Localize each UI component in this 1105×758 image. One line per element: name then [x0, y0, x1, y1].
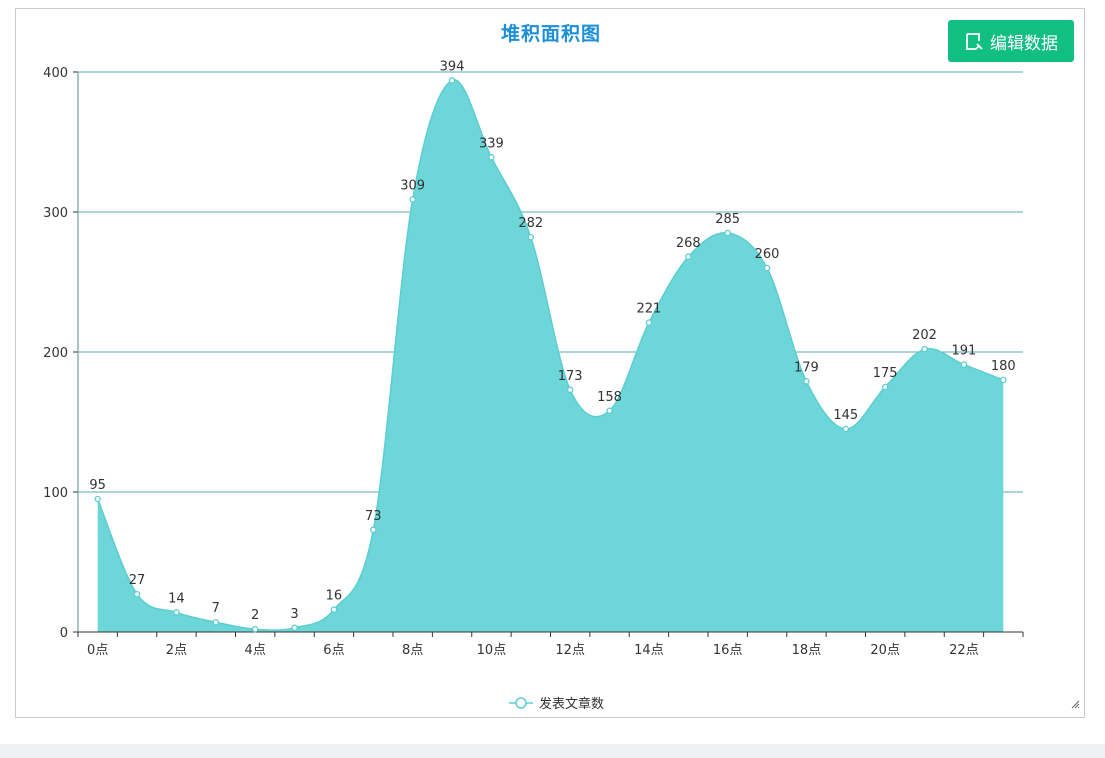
- data-point: [960, 361, 968, 368]
- resize-handle[interactable]: [1070, 694, 1080, 713]
- y-tick-label: 0: [60, 626, 68, 641]
- data-points: 95 27 14 7 2 3 16 73 309 394 339 282 173 158 221 268 285…: [89, 59, 1016, 633]
- x-tick-label: 8点: [402, 643, 423, 658]
- data-label: 27: [129, 573, 146, 588]
- data-label: 180: [991, 359, 1016, 374]
- chart-panel: 堆积面积图 编辑数据 0 100 200 300 400 0点 2点 4点 6点 8点 10点 12点…: [15, 8, 1085, 718]
- data-point: [842, 425, 850, 433]
- data-point: [527, 233, 535, 241]
- area-layer: [96, 79, 1004, 633]
- data-label: 175: [873, 366, 898, 381]
- series-area: [97, 79, 1004, 633]
- x-tick-label: 10点: [477, 643, 507, 658]
- data-label: 191: [952, 344, 977, 359]
- data-label: 285: [715, 212, 740, 227]
- data-point: [173, 609, 180, 616]
- data-label: 309: [400, 178, 425, 193]
- x-tick-label: 14点: [634, 643, 664, 658]
- data-label: 145: [833, 408, 858, 423]
- legend-label: 发表文章数: [539, 696, 604, 712]
- data-label: 3: [290, 607, 298, 622]
- data-point: [370, 526, 377, 534]
- footer-bar: [0, 744, 1105, 758]
- data-point: [330, 606, 338, 613]
- y-tick-label: 100: [43, 486, 68, 501]
- axes: 0 100 200 300 400 0点 2点 4点 6点 8点 10点 12点 14点 16点 18点 20…: [43, 66, 1024, 658]
- x-tick-label: 6点: [323, 643, 344, 658]
- data-point: [566, 386, 574, 394]
- data-point: [251, 625, 259, 633]
- data-label: 158: [597, 390, 622, 405]
- data-point: [212, 618, 220, 626]
- data-label: 202: [912, 328, 937, 343]
- data-point: [803, 378, 810, 385]
- x-tick-label: 22点: [949, 643, 979, 658]
- data-label: 95: [89, 478, 106, 493]
- data-label: 179: [794, 360, 819, 375]
- data-point: [645, 319, 653, 326]
- chart-svg: 0 100 200 300 400 0点 2点 4点 6点 8点 10点 12点 14点 16点 18点 20…: [43, 59, 1024, 712]
- edit-icon: [964, 31, 984, 51]
- data-label: 7: [212, 601, 220, 616]
- x-tick-label: 20点: [870, 643, 900, 658]
- data-point: [291, 624, 298, 632]
- data-label: 73: [365, 509, 382, 524]
- data-label: 16: [326, 589, 343, 604]
- data-point: [724, 229, 731, 237]
- data-point: [606, 407, 613, 415]
- x-tick-label: 0点: [87, 643, 108, 658]
- x-tick-label: 16点: [713, 643, 743, 658]
- data-point: [763, 264, 771, 272]
- data-label: 260: [755, 247, 780, 262]
- data-point: [488, 154, 495, 161]
- data-point: [448, 77, 456, 84]
- data-label: 2: [251, 608, 259, 623]
- data-label: 173: [558, 369, 583, 384]
- data-point: [409, 196, 416, 203]
- data-label: 14: [168, 591, 185, 606]
- legend-marker: [515, 697, 527, 709]
- data-label: 282: [518, 216, 543, 231]
- y-tick-label: 400: [43, 66, 68, 81]
- data-label: 394: [440, 59, 465, 74]
- x-tick-label: 18点: [792, 643, 822, 658]
- x-tick-label: 2点: [166, 643, 187, 658]
- edit-data-label: 编辑数据: [990, 33, 1058, 54]
- y-tick-label: 300: [43, 206, 68, 221]
- legend[interactable]: 发表文章数: [509, 696, 604, 712]
- data-label: 268: [676, 236, 701, 251]
- data-point: [921, 345, 928, 353]
- chart-title: 堆积面积图: [500, 23, 601, 45]
- data-point: [881, 383, 889, 391]
- data-label: 221: [637, 302, 662, 317]
- data-point: [94, 495, 101, 503]
- x-tick-label: 4点: [245, 643, 266, 658]
- data-label: 339: [479, 136, 504, 151]
- edit-data-button[interactable]: 编辑数据: [948, 20, 1074, 62]
- data-point: [685, 253, 692, 261]
- y-tick-label: 200: [43, 346, 68, 361]
- data-point: [133, 590, 141, 598]
- x-tick-label: 12点: [555, 643, 585, 658]
- data-point: [1000, 376, 1007, 384]
